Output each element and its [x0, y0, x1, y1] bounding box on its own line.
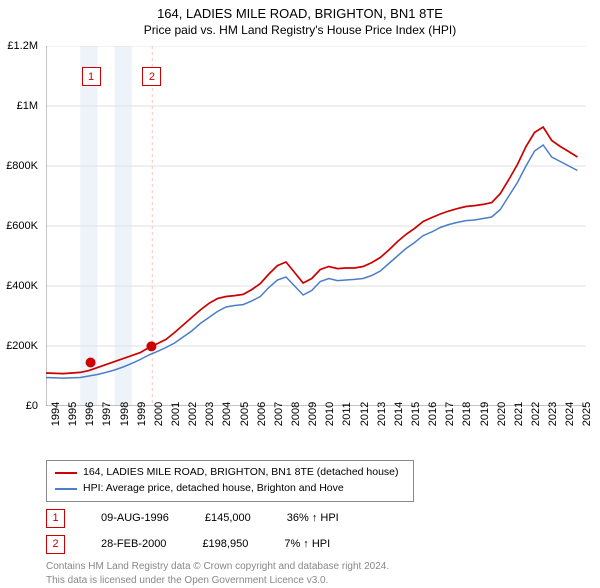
x-axis-tick-label: 2022	[530, 402, 542, 426]
x-axis-tick-label: 2007	[273, 402, 285, 426]
chart-area: £0£200K£400K£600K£800K£1M£1.2M 199419951…	[46, 46, 586, 426]
x-axis-tick-label: 2001	[170, 402, 182, 426]
x-axis-tick-label: 2005	[239, 402, 251, 426]
x-axis-tick-label: 2010	[324, 402, 336, 426]
x-axis-tick-label: 2008	[290, 402, 302, 426]
legend-swatch	[55, 488, 77, 490]
chart-title: 164, LADIES MILE ROAD, BRIGHTON, BN1 8TE	[0, 0, 600, 21]
x-axis-tick-label: 2019	[479, 402, 491, 426]
y-axis-tick-label: £600K	[6, 220, 38, 232]
x-axis-tick-label: 2014	[393, 402, 405, 426]
y-axis-tick-label: £1M	[17, 100, 38, 112]
sale-price: £198,950	[202, 538, 248, 550]
x-axis-tick-label: 2006	[256, 402, 268, 426]
x-axis-tick-label: 2013	[376, 402, 388, 426]
y-axis-tick-label: £1.2M	[7, 40, 38, 52]
x-axis-tick-label: 2012	[359, 402, 371, 426]
y-axis-tick-label: £0	[26, 400, 38, 412]
x-axis-tick-label: 1998	[119, 402, 131, 426]
y-axis-tick-label: £800K	[6, 160, 38, 172]
legend-swatch	[55, 472, 77, 474]
x-axis-tick-label: 1995	[67, 402, 79, 426]
y-axis-tick-label: £400K	[6, 280, 38, 292]
x-axis-tick-label: 2016	[427, 402, 439, 426]
sale-diff: 7% ↑ HPI	[284, 538, 330, 550]
x-axis-tick-label: 2017	[444, 402, 456, 426]
sale-date: 09-AUG-1996	[101, 512, 169, 524]
legend-item: 164, LADIES MILE ROAD, BRIGHTON, BN1 8TE…	[55, 465, 405, 481]
sale-record: 2 28-FEB-2000 £198,950 7% ↑ HPI	[46, 535, 586, 554]
sale-price: £145,000	[205, 512, 251, 524]
x-axis-tick-label: 2018	[461, 402, 473, 426]
x-axis-tick-label: 2021	[513, 402, 525, 426]
legend-label: 164, LADIES MILE ROAD, BRIGHTON, BN1 8TE…	[83, 465, 399, 481]
y-axis-tick-label: £200K	[6, 340, 38, 352]
x-axis-tick-label: 2020	[496, 402, 508, 426]
sale-marker: 2	[46, 535, 65, 554]
x-axis-tick-label: 1999	[136, 402, 148, 426]
sale-marker: 1	[46, 509, 65, 528]
x-axis-tick-label: 2025	[581, 402, 593, 426]
sale-diff: 36% ↑ HPI	[287, 512, 339, 524]
legend-item: HPI: Average price, detached house, Brig…	[55, 481, 405, 497]
chart-annotation-marker: 2	[142, 67, 161, 86]
line-chart	[46, 46, 586, 406]
legend-and-footer: 164, LADIES MILE ROAD, BRIGHTON, BN1 8TE…	[46, 460, 586, 588]
sale-date: 28-FEB-2000	[101, 538, 166, 550]
chart-subtitle: Price paid vs. HM Land Registry's House …	[0, 21, 600, 37]
x-axis-tick-label: 2023	[547, 402, 559, 426]
x-axis-tick-label: 2004	[221, 402, 233, 426]
x-axis-tick-label: 2002	[187, 402, 199, 426]
x-axis-tick-label: 2015	[410, 402, 422, 426]
x-axis-tick-label: 2003	[204, 402, 216, 426]
x-axis-tick-label: 2011	[341, 402, 353, 426]
x-axis-tick-label: 2000	[153, 402, 165, 426]
legend-label: HPI: Average price, detached house, Brig…	[83, 481, 344, 497]
x-axis-tick-label: 2024	[564, 402, 576, 426]
x-axis-tick-label: 2009	[307, 402, 319, 426]
chart-annotation-marker: 1	[82, 67, 101, 86]
x-axis-tick-label: 1997	[101, 402, 113, 426]
x-axis-tick-label: 1996	[84, 402, 96, 426]
sale-record: 1 09-AUG-1996 £145,000 36% ↑ HPI	[46, 509, 586, 528]
license-text: Contains HM Land Registry data © Crown c…	[46, 560, 586, 588]
x-axis-tick-label: 1994	[50, 402, 62, 426]
series-legend: 164, LADIES MILE ROAD, BRIGHTON, BN1 8TE…	[46, 460, 414, 502]
